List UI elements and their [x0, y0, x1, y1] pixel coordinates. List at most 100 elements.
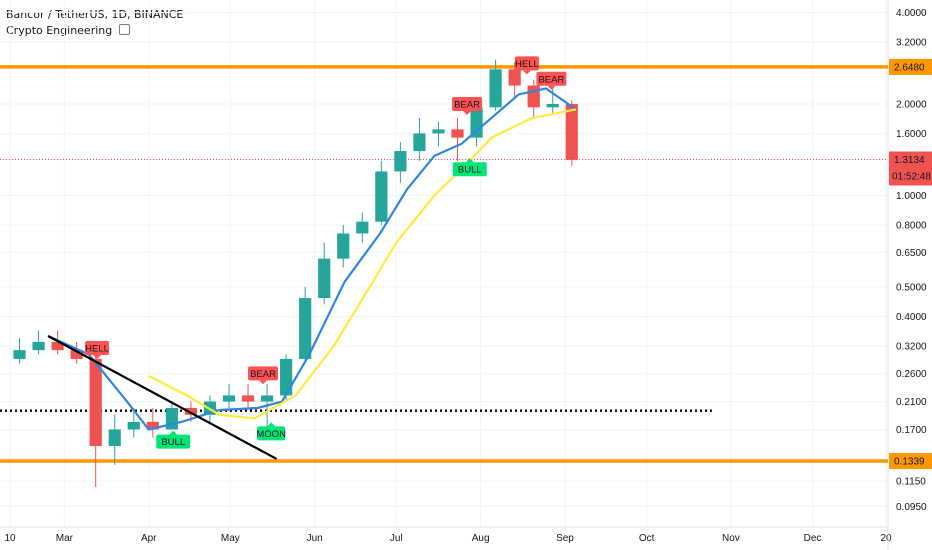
chart-title: Bancor / TetherUS, 1D, BINANCE	[6, 8, 184, 21]
signal-tag: BULL	[156, 430, 191, 449]
candle-body	[527, 85, 540, 108]
signal-tag-bg	[257, 426, 286, 441]
y-tick-label: 0.8000	[896, 220, 927, 231]
x-tick-label: Aug	[472, 533, 490, 544]
signal-tag-label: BEAR	[538, 74, 564, 85]
y-tick-label: 0.1150	[896, 477, 926, 488]
signal-tag: BULL	[452, 158, 487, 177]
signal-tag-pointer	[465, 158, 474, 163]
candle-body	[51, 341, 64, 351]
signal-tag-bg	[452, 96, 483, 111]
y-tick-label: 0.3200	[896, 341, 927, 352]
y-tick-label: 3.2000	[896, 37, 927, 48]
x-tick-label: Oct	[639, 533, 655, 544]
x-tick-label: Jun	[307, 533, 323, 544]
y-tick-label: 1.6000	[896, 129, 927, 140]
candle-body	[184, 408, 198, 415]
candle-body	[165, 408, 178, 430]
signal-tag: BEAR	[248, 366, 279, 385]
signal-tag: BEAR	[536, 71, 567, 90]
x-tick-label: Jul	[390, 533, 403, 544]
candle-body	[108, 429, 121, 447]
candle-body	[299, 298, 312, 359]
moving-average-line	[148, 108, 577, 420]
signal-tag-pointer	[463, 110, 472, 115]
candle-body	[13, 350, 26, 359]
x-tick-label: Sep	[556, 533, 574, 544]
candle-body	[222, 395, 236, 402]
signal-tag-label: BULL	[458, 165, 482, 176]
signal-tag: BEAR	[452, 96, 483, 115]
countdown-text: 01:52:48	[892, 171, 931, 182]
candle-body	[89, 358, 102, 447]
signal-tag-pointer	[169, 430, 178, 435]
candle-body	[489, 69, 502, 108]
price-level-badge-text: 2.6480	[894, 62, 925, 73]
candle-body	[470, 107, 483, 138]
y-tick-label: 0.4000	[896, 312, 927, 323]
candle-body	[318, 258, 331, 299]
x-tick-label: 20	[880, 533, 892, 544]
signal-tag: HELL	[514, 56, 539, 75]
candle-body	[394, 151, 407, 172]
candle-body	[241, 395, 255, 402]
signal-tag: MOON	[256, 422, 286, 441]
y-tick-label: 4.0000	[896, 8, 927, 19]
candle-body	[260, 395, 274, 402]
candle-body	[127, 421, 140, 430]
candle-body	[413, 133, 426, 152]
candle-body	[280, 358, 293, 396]
signal-tag-label: BEAR	[454, 99, 480, 110]
signal-tag-pointer	[522, 70, 531, 75]
last-price-badge	[889, 151, 932, 186]
candle-body	[546, 103, 559, 108]
signal-tag-label: BULL	[161, 437, 185, 448]
x-tick-label: 10	[4, 533, 16, 544]
candle-body	[451, 129, 464, 138]
signal-tag-bg	[536, 71, 567, 86]
signal-tag-pointer	[93, 355, 102, 360]
x-tick-label: Nov	[722, 533, 740, 544]
y-tick-label: 0.2100	[896, 397, 927, 408]
price-level-badge-text: 0.1339	[894, 456, 925, 467]
indicator-legend[interactable]: Crypto Engineering	[6, 24, 130, 37]
candle-body	[565, 103, 578, 160]
candle-body	[337, 233, 350, 259]
signal-tag-bg	[248, 366, 279, 381]
price-level-badge	[889, 58, 932, 75]
x-tick-label: Dec	[804, 533, 822, 544]
signal-tag-bg	[452, 162, 487, 177]
signal-tag-label: HELL	[515, 59, 539, 70]
x-tick-label: Apr	[141, 533, 157, 544]
trendline	[47, 335, 278, 460]
y-tick-label: 1.0000	[896, 191, 927, 202]
last-price-text: 1.3134	[894, 155, 925, 166]
candle-body	[356, 221, 369, 234]
signal-tag-label: HELL	[85, 344, 109, 355]
signal-tag-label: MOON	[256, 429, 286, 440]
signal-tag-pointer	[547, 85, 556, 90]
signal-tag-bg	[156, 434, 191, 449]
x-tick-label: Mar	[56, 533, 74, 544]
y-tick-label: 0.0950	[896, 502, 927, 513]
signal-tag-label: BEAR	[250, 369, 276, 380]
signal-tag: HELL	[85, 341, 110, 360]
candle-body	[70, 350, 83, 359]
signal-tag-pointer	[267, 422, 276, 427]
candle-body	[146, 421, 159, 430]
candle-body	[508, 69, 521, 86]
eye-icon[interactable]	[118, 24, 130, 35]
signal-tag-bg	[85, 341, 110, 356]
y-tick-label: 0.1700	[896, 425, 927, 436]
price-level-badge	[889, 452, 932, 469]
candle-body	[432, 129, 445, 134]
signal-tag-bg	[514, 56, 539, 71]
indicator-name: Crypto Engineering	[6, 24, 113, 37]
y-tick-label: 0.6500	[896, 248, 927, 259]
signal-tag-pointer	[259, 380, 268, 385]
y-tick-label: 2.0000	[896, 99, 927, 110]
y-tick-label: 0.2600	[896, 369, 927, 380]
x-tick-label: May	[221, 533, 240, 544]
